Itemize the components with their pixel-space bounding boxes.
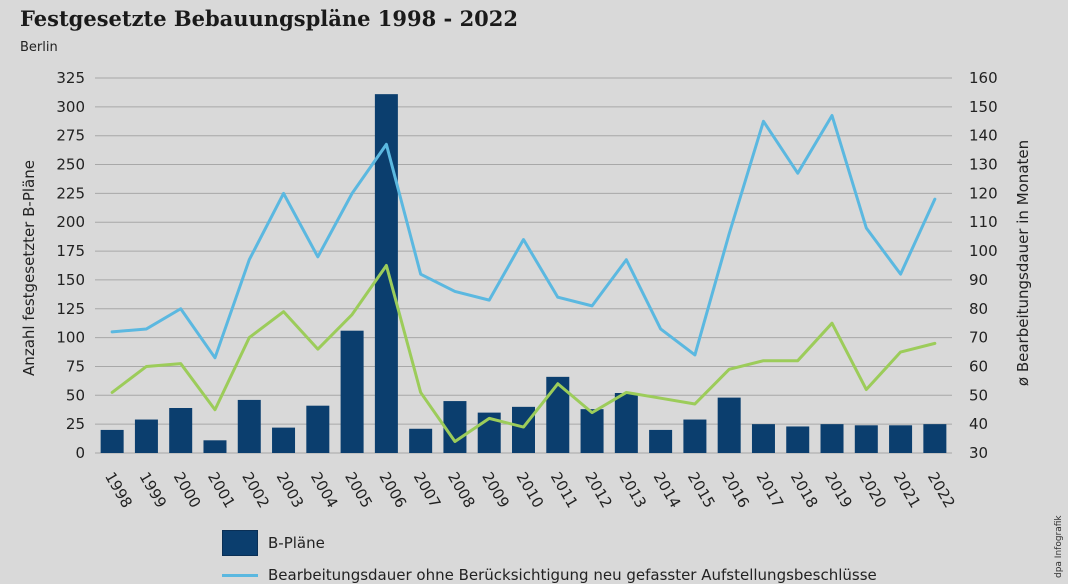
- y2-tick-label: 70: [969, 329, 988, 347]
- bar: [340, 330, 364, 453]
- y-tick-label: 75: [66, 357, 85, 375]
- y-tick-label: 125: [56, 300, 85, 318]
- y2-tick-label: 30: [969, 444, 988, 462]
- bar: [683, 419, 707, 453]
- x-tick-label: 2014: [650, 469, 685, 511]
- x-tick-label: 2006: [375, 469, 410, 511]
- bar: [409, 428, 433, 453]
- y2-tick-label: 110: [969, 213, 998, 231]
- x-tick-label: 2001: [204, 469, 239, 511]
- line-blue: [110, 114, 937, 360]
- bar: [134, 419, 158, 453]
- bar: [923, 424, 947, 453]
- bar: [512, 406, 535, 453]
- bar-series: [100, 94, 947, 454]
- y2-tick-label: 130: [969, 156, 998, 174]
- source-credit: dpa Infografik: [1054, 515, 1064, 578]
- bar: [306, 405, 330, 453]
- y2-tick-label: 90: [969, 271, 988, 289]
- y2-tick-label: 140: [969, 127, 998, 145]
- y-tick-label: 225: [56, 184, 85, 202]
- y-tick-label: 100: [56, 329, 85, 347]
- x-tick-label: 2009: [478, 469, 513, 511]
- bar: [443, 401, 467, 453]
- y2-tick-label: 150: [969, 98, 998, 116]
- x-tick-label: 2019: [821, 469, 856, 511]
- bar: [854, 425, 878, 453]
- x-tick-label: 2017: [753, 469, 788, 511]
- chart-title: Festgesetzte Bebauungspläne 1998 - 2022: [20, 6, 519, 31]
- y-tick-label: 300: [56, 98, 85, 116]
- y2-tick-label: 50: [969, 386, 988, 404]
- x-tick-label: 2010: [513, 469, 548, 511]
- legend-bar-swatch: [222, 530, 258, 556]
- bar: [272, 427, 296, 453]
- bar: [786, 426, 810, 453]
- x-tick-label: 1999: [135, 469, 170, 511]
- x-tick-label: 2002: [238, 469, 273, 511]
- bar: [237, 399, 261, 453]
- x-tick-label: 2018: [787, 469, 822, 511]
- bar: [614, 393, 638, 453]
- bar: [717, 397, 741, 453]
- bar: [546, 376, 570, 453]
- bar: [169, 408, 193, 453]
- y-tick-label: 275: [56, 127, 85, 145]
- y2-tick-label: 40: [969, 415, 988, 433]
- x-tick-label: 2015: [684, 469, 719, 511]
- y2-tick-label: 160: [969, 69, 998, 87]
- x-tick-label: 2013: [615, 469, 650, 511]
- x-tick-label: 2016: [718, 469, 753, 511]
- legend-line-swatch: [222, 574, 258, 577]
- legend-line-label: Bearbeitungsdauer ohne Berücksichtigung …: [268, 566, 877, 584]
- y-axis-title: Anzahl festgesetzter B-Pläne: [20, 160, 38, 376]
- x-tick-label: 2012: [581, 469, 616, 511]
- y-tick-label: 200: [56, 213, 85, 231]
- right-axis-ticks: 30 40 50 60 70 80 90 100 110 120 130 140 150 160: [969, 69, 998, 462]
- x-tick-label: 2011: [547, 469, 582, 511]
- y2-axis-title: ø Bearbeitungsdauer in Monaten: [1014, 140, 1032, 386]
- left-axis-ticks: 0 25 50 75 100 125 150 175 200 225 250 275 300 325: [56, 69, 85, 462]
- x-tick-label: 2004: [307, 469, 342, 511]
- y-tick-label: 25: [66, 415, 85, 433]
- bar: [100, 429, 124, 453]
- gridlines: [95, 77, 952, 454]
- x-tick-label: 2021: [890, 469, 925, 511]
- x-tick-label: 1998: [101, 469, 136, 511]
- x-tick-label: 2003: [273, 469, 308, 511]
- bar: [889, 425, 913, 453]
- line-series: [110, 114, 937, 443]
- y-tick-label: 0: [75, 444, 85, 462]
- x-axis-ticks: 1998 1999 2000 2001 2002 2003 2004 2005 2006 2007…: [101, 469, 958, 511]
- x-tick-label: 2008: [444, 469, 479, 511]
- bar: [203, 440, 227, 453]
- x-tick-label: 2007: [410, 469, 445, 511]
- y-tick-label: 150: [56, 271, 85, 289]
- y2-tick-label: 80: [969, 300, 988, 318]
- legend-bar-label: B-Pläne: [268, 534, 325, 552]
- bar: [374, 94, 398, 454]
- bar: [580, 409, 604, 453]
- y-tick-label: 50: [66, 386, 85, 404]
- x-tick-label: 2005: [341, 469, 376, 511]
- y2-tick-label: 120: [969, 184, 998, 202]
- bar: [751, 424, 775, 453]
- chart-subtitle: Berlin: [20, 40, 58, 55]
- y-tick-label: 175: [56, 242, 85, 260]
- line-green: [110, 264, 937, 443]
- y2-tick-label: 100: [969, 242, 998, 260]
- y2-tick-label: 60: [969, 357, 988, 375]
- bar: [649, 429, 673, 453]
- y-tick-label: 325: [56, 69, 85, 87]
- x-tick-label: 2000: [170, 469, 205, 511]
- bar: [820, 424, 844, 453]
- y-tick-label: 250: [56, 156, 85, 174]
- x-tick-label: 2020: [855, 469, 890, 511]
- x-tick-label: 2022: [924, 469, 959, 511]
